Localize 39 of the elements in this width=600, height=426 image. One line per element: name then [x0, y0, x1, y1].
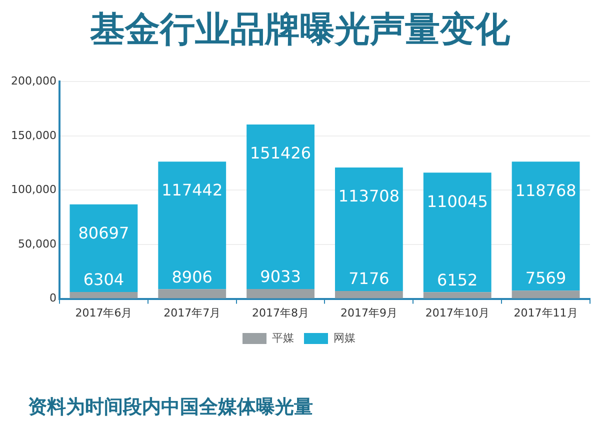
x-tick-label: 2017年6月	[75, 306, 132, 320]
bar	[512, 162, 580, 291]
data-label: 80697	[78, 223, 130, 242]
bar	[335, 168, 403, 292]
y-tick-label: 200,000	[10, 74, 56, 88]
data-label: 7176	[348, 269, 390, 288]
bar	[70, 204, 138, 292]
x-tick-label: 2017年9月	[340, 306, 398, 320]
x-tick-label: 2017年8月	[252, 306, 310, 320]
data-label: 6304	[83, 270, 124, 290]
data-label: 8906	[172, 267, 212, 286]
data-label: 6152	[437, 270, 478, 290]
bar	[423, 172, 492, 292]
bar	[512, 290, 580, 298]
text: 资料为时间段内中国全媒体曝光量	[28, 395, 313, 420]
bar	[423, 292, 492, 298]
bar	[158, 162, 226, 290]
y-tick-label: 0	[49, 292, 56, 305]
data-label: 117442	[162, 180, 223, 200]
data-label: 151426	[250, 144, 312, 163]
bar	[335, 291, 403, 298]
y-tick-label: 150,000	[10, 128, 56, 142]
x-tick-label: 2017年10月	[425, 306, 490, 320]
data-label: 110045	[426, 192, 488, 211]
bar	[246, 124, 314, 289]
data-label: 113708	[338, 186, 400, 206]
data-label: 7569	[525, 268, 566, 288]
legend-label: 网媒	[334, 331, 356, 344]
legend-label: 平媒	[272, 331, 294, 344]
y-tick-label: 50,000	[18, 237, 56, 250]
x-tick-label: 2017年7月	[164, 306, 221, 320]
chart-title: 基金行业品牌曝光声量变化	[89, 9, 511, 52]
data-label: 9033	[260, 267, 301, 286]
data-label: 118768	[515, 180, 576, 200]
y-tick-label: 100,000	[10, 183, 56, 196]
bar	[70, 292, 138, 298]
x-tick-label: 2017年11月	[514, 306, 578, 320]
bar	[158, 289, 226, 298]
bar	[246, 288, 314, 298]
